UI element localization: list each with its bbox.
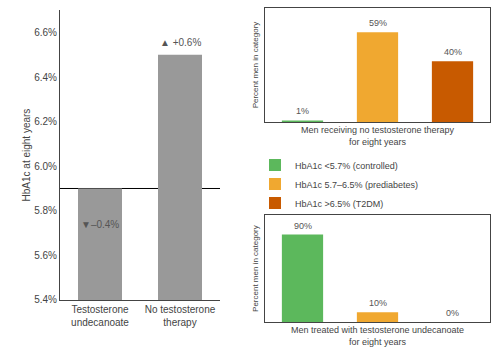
svg-text:6.6%: 6.6% (34, 27, 57, 38)
svg-text:90%: 90% (294, 221, 312, 231)
svg-text:40%: 40% (444, 47, 462, 57)
svg-text:HbA1c >6.5% (T2DM): HbA1c >6.5% (T2DM) (295, 199, 383, 209)
svg-text:Testosteroneundecanoate: Testosteroneundecanoate (71, 304, 129, 328)
svg-text:▲ +0.6%: ▲ +0.6% (160, 37, 201, 48)
svg-text:59%: 59% (369, 18, 387, 28)
svg-text:HbA1c 5.7–6.5% (prediabetes): HbA1c 5.7–6.5% (prediabetes) (295, 180, 418, 190)
svg-text:Percent men in category: Percent men in category (251, 225, 260, 312)
svg-text:1%: 1% (296, 106, 309, 116)
svg-text:6.2%: 6.2% (34, 116, 57, 127)
svg-text:HbA1c at eight years: HbA1c at eight years (21, 109, 32, 202)
svg-text:Men receiving no testosterone: Men receiving no testosterone therapyfor… (301, 125, 455, 147)
svg-text:10%: 10% (369, 298, 387, 308)
svg-text:No testosteronetherapy: No testosteronetherapy (145, 304, 216, 328)
svg-text:Men treated with testosterone: Men treated with testosterone undecanoat… (291, 325, 464, 347)
svg-text:6.4%: 6.4% (34, 72, 57, 83)
svg-text:6.0%: 6.0% (34, 161, 57, 172)
svg-text:5.8%: 5.8% (34, 205, 57, 216)
svg-text:0%: 0% (446, 308, 459, 318)
svg-text:HbA1c <5.7% (controlled): HbA1c <5.7% (controlled) (295, 161, 398, 171)
svg-text:▼–0.4%: ▼–0.4% (81, 219, 119, 230)
svg-text:5.4%: 5.4% (34, 294, 57, 305)
svg-text:5.6%: 5.6% (34, 250, 57, 261)
svg-text:Percent men in category: Percent men in category (251, 22, 260, 109)
